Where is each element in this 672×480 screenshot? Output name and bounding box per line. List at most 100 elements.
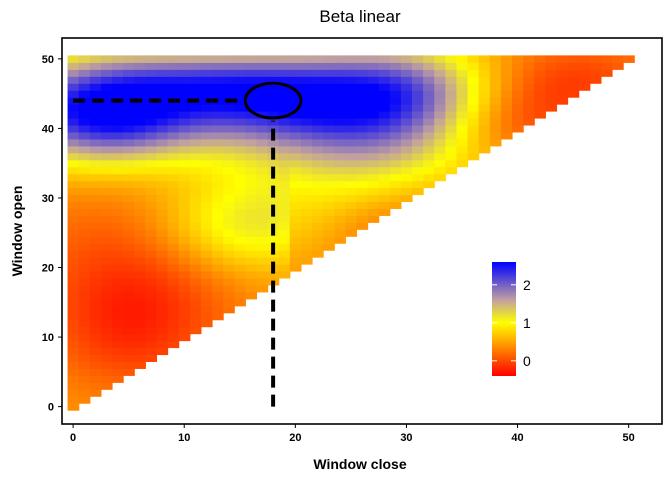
- heatmap-cell: [134, 83, 146, 91]
- heatmap-cell: [312, 152, 324, 161]
- heatmap-cell: [612, 62, 624, 70]
- heatmap-cell: [223, 229, 235, 237]
- heatmap-cell: [134, 124, 146, 133]
- heatmap-cell: [112, 90, 124, 98]
- heatmap-cell: [389, 166, 402, 175]
- heatmap-cell: [223, 284, 235, 293]
- heatmap-cell: [167, 111, 180, 119]
- heatmap-cell: [145, 201, 158, 209]
- heatmap-cell: [200, 117, 213, 126]
- heatmap-cell: [234, 97, 246, 105]
- heatmap-cell: [78, 138, 91, 147]
- heatmap-cell: [412, 117, 424, 126]
- heatmap-cell: [134, 312, 146, 321]
- heatmap-cell: [289, 236, 302, 244]
- heatmap-cell: [89, 145, 102, 154]
- heatmap-cell: [378, 97, 391, 105]
- heatmap-cell: [145, 208, 158, 216]
- heatmap-cell: [78, 124, 91, 133]
- heatmap-cell: [234, 180, 246, 189]
- heatmap-cell: [78, 243, 91, 251]
- heatmap-cell: [89, 104, 102, 112]
- heatmap-cell: [200, 180, 213, 189]
- heatmap-cell: [112, 194, 124, 203]
- heatmap-cell: [112, 305, 124, 314]
- heatmap-cell: [78, 166, 91, 175]
- heatmap-cell: [156, 138, 169, 147]
- heatmap-cell: [156, 111, 169, 119]
- heatmap-cell: [178, 222, 191, 230]
- heatmap-cell: [156, 62, 169, 70]
- heatmap-cell: [156, 333, 169, 342]
- heatmap-cell: [278, 166, 291, 175]
- heatmap-cell: [412, 131, 424, 140]
- heatmap-cell: [189, 145, 202, 154]
- heatmap-cell: [134, 326, 146, 335]
- heatmap-cell: [412, 90, 424, 98]
- heatmap-cell: [245, 124, 258, 133]
- heatmap-cell: [134, 270, 146, 279]
- heatmap-cell: [278, 152, 291, 161]
- heatmap-cell: [212, 312, 224, 321]
- heatmap-cell: [412, 62, 424, 70]
- heatmap-cell: [200, 305, 213, 314]
- heatmap-cell: [189, 159, 202, 168]
- heatmap-cell: [145, 62, 158, 70]
- heatmap-cell: [312, 104, 324, 112]
- heatmap-cell: [378, 83, 391, 91]
- heatmap-cell: [378, 55, 391, 63]
- heatmap-cell: [345, 222, 358, 230]
- heatmap-cell: [167, 257, 180, 265]
- heatmap-cell: [223, 236, 235, 244]
- heatmap-cell: [467, 104, 480, 112]
- heatmap-cell: [145, 257, 158, 265]
- heatmap-cell: [223, 291, 235, 300]
- heatmap-cell: [78, 368, 91, 376]
- heatmap-cell: [145, 326, 158, 335]
- heatmap-cell: [112, 104, 124, 112]
- heatmap-cell: [400, 159, 413, 168]
- heatmap-cell: [323, 145, 335, 154]
- heatmap-cell: [212, 159, 224, 168]
- heatmap-cell: [489, 111, 502, 119]
- heatmap-cell: [89, 159, 102, 168]
- heatmap-cell: [478, 111, 491, 119]
- heatmap-cell: [289, 201, 302, 209]
- heatmap-cell: [189, 117, 202, 126]
- heatmap-cell: [534, 62, 546, 70]
- heatmap-cell: [445, 69, 458, 77]
- heatmap-cell: [67, 305, 80, 314]
- heatmap-cell: [89, 340, 102, 349]
- heatmap-cell: [289, 257, 302, 265]
- heatmap-cell: [456, 69, 469, 77]
- heatmap-cell: [134, 62, 146, 70]
- heatmap-cell: [223, 194, 235, 203]
- heatmap-cell: [300, 55, 313, 63]
- heatmap-cell: [245, 264, 258, 272]
- heatmap-cell: [123, 222, 135, 230]
- heatmap-cell: [234, 194, 246, 203]
- heatmap-cell: [245, 222, 258, 230]
- heatmap-cell: [189, 180, 202, 189]
- heatmap-cell: [212, 194, 224, 203]
- heatmap-cell: [167, 90, 180, 98]
- heatmap-cell: [67, 270, 80, 279]
- heatmap-cell: [145, 131, 158, 140]
- heatmap-cell: [212, 104, 224, 112]
- heatmap-cell: [434, 76, 446, 84]
- heatmap-cell: [500, 62, 513, 70]
- heatmap-cell: [67, 382, 80, 390]
- heatmap-cell: [400, 166, 413, 175]
- heatmap-cell: [600, 69, 613, 77]
- heatmap-cell: [267, 117, 280, 126]
- heatmap-cell: [78, 104, 91, 112]
- heatmap-cell: [100, 208, 113, 216]
- heatmap-cell: [178, 69, 191, 77]
- heatmap-cell: [534, 76, 546, 84]
- heatmap-cell: [145, 152, 158, 161]
- heatmap-cell: [112, 333, 124, 342]
- heatmap-cell: [500, 97, 513, 105]
- heatmap-cell: [289, 131, 302, 140]
- heatmap-cell: [156, 173, 169, 182]
- heatmap-cell: [145, 55, 158, 63]
